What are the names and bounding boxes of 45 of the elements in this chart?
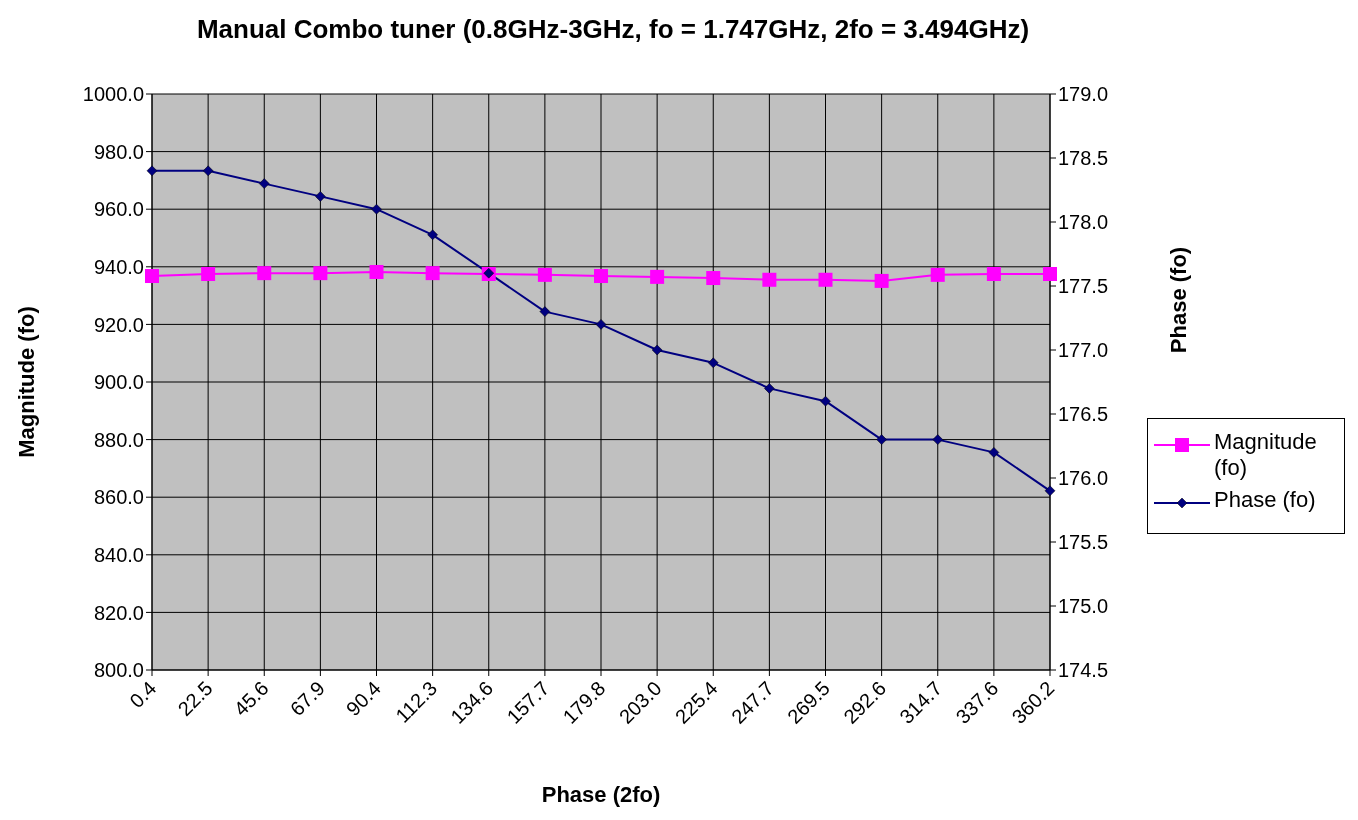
point (146, 165, 158, 177)
y-tick-label: 960.0 (93, 198, 144, 221)
y2-tick-label: 176.5 (1058, 403, 1109, 426)
y2-tick-label: 178.0 (1058, 211, 1109, 234)
y2-tick-label: 175.5 (1058, 531, 1109, 554)
point (259, 178, 270, 189)
x-tick-label: 67.9 (285, 676, 329, 721)
point (595, 319, 607, 330)
y-tick-label: 900.0 (93, 371, 144, 394)
y2-tick-label: 177.5 (1058, 275, 1109, 298)
y-tick-label: 880.0 (93, 428, 144, 451)
point (427, 229, 438, 241)
point (820, 395, 831, 407)
y-tick-label: 920.0 (93, 313, 144, 336)
point (876, 434, 887, 445)
y-tick-label: 860.0 (93, 486, 144, 509)
legend-label: Phase (fo) (1214, 487, 1316, 513)
point (371, 203, 382, 215)
point (1044, 485, 1056, 497)
y2-tick-label: 175.0 (1058, 595, 1109, 618)
y-tick-label: 940.0 (93, 255, 144, 278)
point (764, 383, 775, 394)
point (202, 165, 214, 177)
y2-tick-label: 176.0 (1058, 467, 1109, 490)
point (315, 191, 326, 202)
x-tick-label: 90.4 (341, 676, 385, 721)
y-tick-label: 840.0 (93, 543, 144, 566)
chart-title: Manual Combo tuner (0.8GHz-3GHz, fo = 1.747GHz, 2fo = 3.494GHz) (195, 13, 1031, 46)
y-tick-label: 820.0 (93, 601, 144, 624)
x-axis-title: Phase (2fo) (541, 782, 661, 807)
y-tick-label: 1000.0 (82, 83, 144, 106)
point (708, 357, 719, 369)
y2-tick-label: 177.0 (1058, 339, 1109, 362)
y-tick-label: 980.0 (93, 140, 144, 163)
point (651, 344, 663, 356)
y2-axis-title: Phase (fo) (1165, 246, 1191, 354)
point (988, 447, 1000, 458)
y2-tick-label: 179.0 (1058, 83, 1109, 106)
point (932, 434, 943, 445)
point (539, 306, 551, 317)
y2-tick-label: 178.5 (1058, 147, 1109, 170)
y-axis-title: Magnitude (fo) (13, 306, 39, 458)
x-tick-label: 45.6 (229, 676, 273, 721)
y2-tick-label: 174.5 (1058, 659, 1109, 682)
legend-label: Magnitude (fo) (1214, 429, 1318, 481)
